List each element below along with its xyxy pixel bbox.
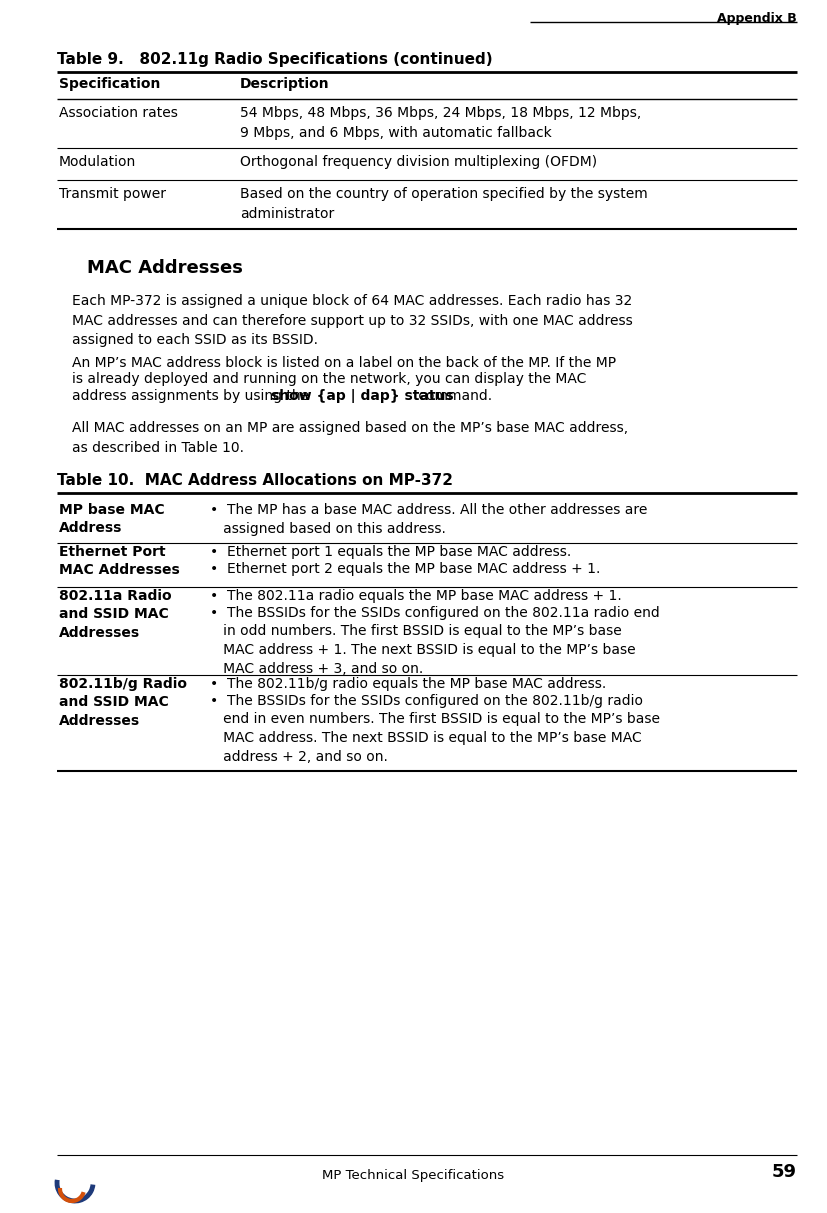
Text: Based on the country of operation specified by the system
administrator: Based on the country of operation specif… xyxy=(240,187,648,221)
Text: •  The 802.11b/g radio equals the MP base MAC address.: • The 802.11b/g radio equals the MP base… xyxy=(210,677,606,691)
Text: Modulation: Modulation xyxy=(59,155,136,169)
Text: MP base MAC
Address: MP base MAC Address xyxy=(59,503,165,535)
Text: Table 9.   802.11g Radio Specifications (continued): Table 9. 802.11g Radio Specifications (c… xyxy=(57,52,493,67)
Text: An MP’s MAC address block is listed on a label on the back of the MP. If the MP: An MP’s MAC address block is listed on a… xyxy=(72,355,616,370)
Text: Specification: Specification xyxy=(59,76,160,91)
Text: Description: Description xyxy=(240,76,330,91)
Text: •  The BSSIDs for the SSIDs configured on the 802.11b/g radio
   end in even num: • The BSSIDs for the SSIDs configured on… xyxy=(210,694,660,764)
Text: 59: 59 xyxy=(772,1163,797,1181)
Text: 54 Mbps, 48 Mbps, 36 Mbps, 24 Mbps, 18 Mbps, 12 Mbps,
9 Mbps, and 6 Mbps, with a: 54 Mbps, 48 Mbps, 36 Mbps, 24 Mbps, 18 M… xyxy=(240,106,641,139)
Text: •  The BSSIDs for the SSIDs configured on the 802.11a radio end
   in odd number: • The BSSIDs for the SSIDs configured on… xyxy=(210,605,660,677)
Text: •  The MP has a base MAC address. All the other addresses are
   assigned based : • The MP has a base MAC address. All the… xyxy=(210,503,648,536)
Text: 802.11b/g Radio
and SSID MAC
Addresses: 802.11b/g Radio and SSID MAC Addresses xyxy=(59,677,187,728)
Text: address assignments by using the: address assignments by using the xyxy=(72,389,313,403)
Text: Appendix B: Appendix B xyxy=(717,12,797,25)
Text: All MAC addresses on an MP are assigned based on the MP’s base MAC address,
as d: All MAC addresses on an MP are assigned … xyxy=(72,421,629,455)
Text: Association rates: Association rates xyxy=(59,106,178,120)
Text: is already deployed and running on the network, you can display the MAC: is already deployed and running on the n… xyxy=(72,372,586,387)
Text: Each MP-372 is assigned a unique block of 64 MAC addresses. Each radio has 32
MA: Each MP-372 is assigned a unique block o… xyxy=(72,294,633,347)
Text: MAC Addresses: MAC Addresses xyxy=(87,260,243,277)
Text: Orthogonal frequency division multiplexing (OFDM): Orthogonal frequency division multiplexi… xyxy=(240,155,597,169)
Text: MP Technical Specifications: MP Technical Specifications xyxy=(323,1169,504,1181)
Text: Ethernet Port
MAC Addresses: Ethernet Port MAC Addresses xyxy=(59,545,179,577)
Text: command.: command. xyxy=(414,389,492,403)
Text: Transmit power: Transmit power xyxy=(59,187,166,201)
Text: 802.11a Radio
and SSID MAC
Addresses: 802.11a Radio and SSID MAC Addresses xyxy=(59,590,172,639)
Text: •  The 802.11a radio equals the MP base MAC address + 1.: • The 802.11a radio equals the MP base M… xyxy=(210,590,622,603)
Text: •  Ethernet port 2 equals the MP base MAC address + 1.: • Ethernet port 2 equals the MP base MAC… xyxy=(210,562,600,575)
Text: •  Ethernet port 1 equals the MP base MAC address.: • Ethernet port 1 equals the MP base MAC… xyxy=(210,545,571,559)
Text: Table 10.  MAC Address Allocations on MP-372: Table 10. MAC Address Allocations on MP-… xyxy=(57,473,453,488)
Text: show {ap | dap} status: show {ap | dap} status xyxy=(270,389,453,403)
